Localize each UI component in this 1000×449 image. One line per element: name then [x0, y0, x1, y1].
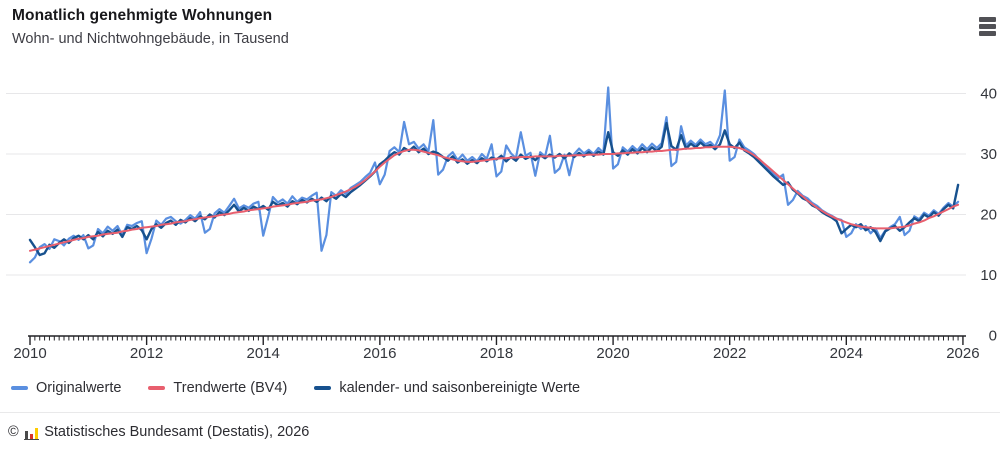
x-axis-label: 2012: [130, 345, 163, 362]
y-axis-label: 40: [980, 86, 997, 103]
y-axis-label: 20: [980, 207, 997, 224]
source-attribution: © Statistisches Bundesamt (Destatis), 20…: [8, 425, 309, 440]
y-axis-label: 0: [989, 328, 997, 345]
menu-bar: [979, 17, 996, 22]
legend-label-saisonbereinigt: kalender- und saisonbereinigte Werte: [339, 380, 581, 396]
y-axis-label: 30: [980, 146, 997, 163]
x-axis-label: 2026: [946, 345, 979, 362]
x-axis-label: 2010: [13, 345, 46, 362]
series-line-originalwerte: [28, 86, 960, 264]
legend-item-saisonbereinigt[interactable]: kalender- und saisonbereinigte Werte: [314, 380, 580, 396]
footer-separator: [0, 412, 1000, 413]
page-title: Monatlich genehmigte Wohnungen: [12, 7, 273, 24]
menu-bar: [979, 24, 996, 29]
y-axis-label: 10: [980, 267, 997, 284]
x-axis-label: 2022: [713, 345, 746, 362]
copyright-symbol: ©: [8, 424, 19, 440]
source-text: Statistisches Bundesamt (Destatis), 2026: [44, 424, 310, 440]
legend-swatch-saisonbereinigt: [314, 386, 332, 390]
legend-item-originalwerte[interactable]: Originalwerte: [11, 380, 121, 396]
legend-swatch-trendwerte: [148, 386, 166, 390]
legend-label-trendwerte: Trendwerte (BV4): [173, 380, 288, 396]
x-axis-label: 2020: [596, 345, 629, 362]
legend-swatch-originalwerte: [11, 386, 28, 390]
menu-bar: [979, 31, 996, 36]
destatis-bars-icon: [23, 426, 40, 440]
legend-item-trendwerte[interactable]: Trendwerte (BV4): [148, 380, 287, 396]
x-axis-label: 2018: [480, 345, 513, 362]
series-line-trendwerte-bv4: [29, 145, 960, 252]
page-subtitle: Wohn- und Nichtwohngebäude, in Tausend: [12, 31, 289, 47]
x-axis-label: 2016: [363, 345, 396, 362]
x-axis-label: 2014: [247, 345, 280, 362]
series-line-saisonbereinigte-werte: [28, 121, 960, 257]
hamburger-menu-icon[interactable]: [979, 17, 996, 38]
legend-label-originalwerte: Originalwerte: [36, 380, 122, 396]
legend: Originalwerte Trendwerte (BV4) kalender-…: [11, 380, 580, 396]
x-axis-label: 2024: [830, 345, 863, 362]
